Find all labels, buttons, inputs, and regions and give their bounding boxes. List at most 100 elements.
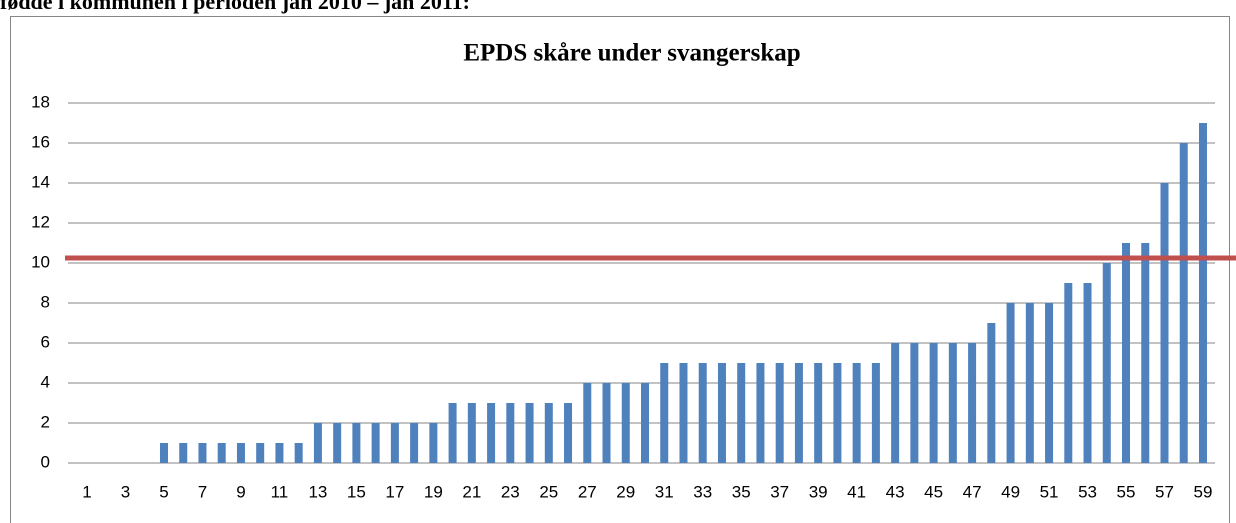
bar (506, 403, 515, 463)
x-tick-label: 9 (236, 482, 245, 501)
bar (737, 363, 746, 463)
bar (1006, 303, 1015, 463)
bar (871, 363, 880, 463)
bar (1198, 123, 1207, 463)
bar (660, 363, 669, 463)
bar (717, 363, 726, 463)
x-tick-label: 49 (1001, 482, 1020, 501)
bar (948, 343, 957, 463)
bar (1064, 283, 1073, 463)
bar (1083, 283, 1092, 463)
chart-frame (10, 16, 1230, 523)
x-tick-label: 11 (271, 482, 289, 501)
bar (968, 343, 977, 463)
x-tick-label: 35 (732, 482, 751, 501)
bar (352, 423, 361, 463)
heading: fødde i kommunen i perioden jan 2010 – j… (0, 0, 470, 14)
bar (371, 423, 380, 463)
y-tick-label: 0 (41, 452, 50, 471)
bar (564, 403, 573, 463)
bar (217, 443, 226, 463)
x-tick-label: 27 (578, 482, 597, 501)
bar (467, 403, 476, 463)
x-tick-label: 17 (385, 482, 404, 501)
bar (756, 363, 765, 463)
bar (487, 403, 496, 463)
y-tick-label: 8 (41, 292, 50, 311)
y-tick-label: 6 (41, 332, 50, 351)
x-tick-label: 59 (1194, 482, 1213, 501)
x-tick-label: 5 (159, 482, 168, 501)
bar (602, 383, 611, 463)
bar (179, 443, 188, 463)
bar (583, 383, 592, 463)
x-tick-label: 1 (82, 482, 91, 501)
x-tick-label: 19 (424, 482, 443, 501)
y-tick-label: 4 (41, 372, 50, 391)
bar (641, 383, 649, 463)
chart-title: EPDS skåre under svangerskap (463, 40, 800, 67)
x-tick-label: 29 (616, 482, 635, 501)
bar (1025, 303, 1034, 463)
x-tick-label: 57 (1155, 482, 1174, 501)
bar (410, 423, 419, 463)
x-tick-label: 13 (308, 482, 327, 501)
bar (159, 443, 168, 463)
x-tick-label: 25 (539, 482, 558, 501)
bar (910, 343, 919, 463)
bar (333, 423, 342, 463)
x-tick-label: 23 (501, 482, 520, 501)
x-tick-label: 31 (655, 482, 674, 501)
x-tick-label: 37 (770, 482, 789, 501)
bar (313, 423, 322, 463)
bar (794, 363, 803, 463)
y-tick-label: 10 (31, 252, 50, 271)
bar (1045, 303, 1054, 463)
x-tick-label: 39 (809, 482, 828, 501)
y-tick-label: 12 (31, 212, 50, 231)
bar (929, 343, 938, 463)
bar (698, 363, 707, 463)
y-tick-label: 14 (31, 172, 50, 191)
x-tick-label: 15 (347, 482, 366, 501)
bar (679, 363, 688, 463)
bar (852, 363, 861, 463)
bar (525, 403, 534, 463)
x-tick-label: 41 (847, 482, 866, 501)
bar (987, 323, 996, 463)
y-tick-label: 2 (41, 412, 50, 431)
x-tick-label: 55 (1117, 482, 1136, 501)
bar (275, 443, 284, 463)
bar (256, 443, 265, 463)
x-tick-label: 3 (121, 482, 130, 501)
bar (1122, 243, 1131, 463)
bar (1141, 243, 1150, 463)
x-tick-label: 45 (924, 482, 943, 501)
bar (775, 363, 784, 463)
x-tick-label: 33 (693, 482, 712, 501)
bar (1102, 263, 1111, 463)
x-tick-label: 53 (1078, 482, 1097, 501)
bar (448, 403, 457, 463)
x-tick-label: 43 (886, 482, 905, 501)
bar (429, 423, 438, 463)
bar (1160, 183, 1169, 463)
bar (833, 363, 842, 463)
bar (544, 403, 553, 463)
bar (891, 343, 900, 463)
bar (1179, 143, 1188, 463)
x-tick-label: 21 (462, 482, 481, 501)
bar (294, 443, 303, 463)
y-tick-label: 18 (31, 92, 50, 111)
bar (814, 363, 823, 463)
bar (236, 443, 245, 463)
x-tick-label: 47 (963, 482, 982, 501)
bar (198, 443, 207, 463)
bar (621, 383, 630, 463)
bar (390, 423, 399, 463)
x-tick-label: 7 (198, 482, 207, 501)
y-tick-label: 16 (31, 132, 50, 151)
x-tick-label: 51 (1040, 482, 1059, 501)
